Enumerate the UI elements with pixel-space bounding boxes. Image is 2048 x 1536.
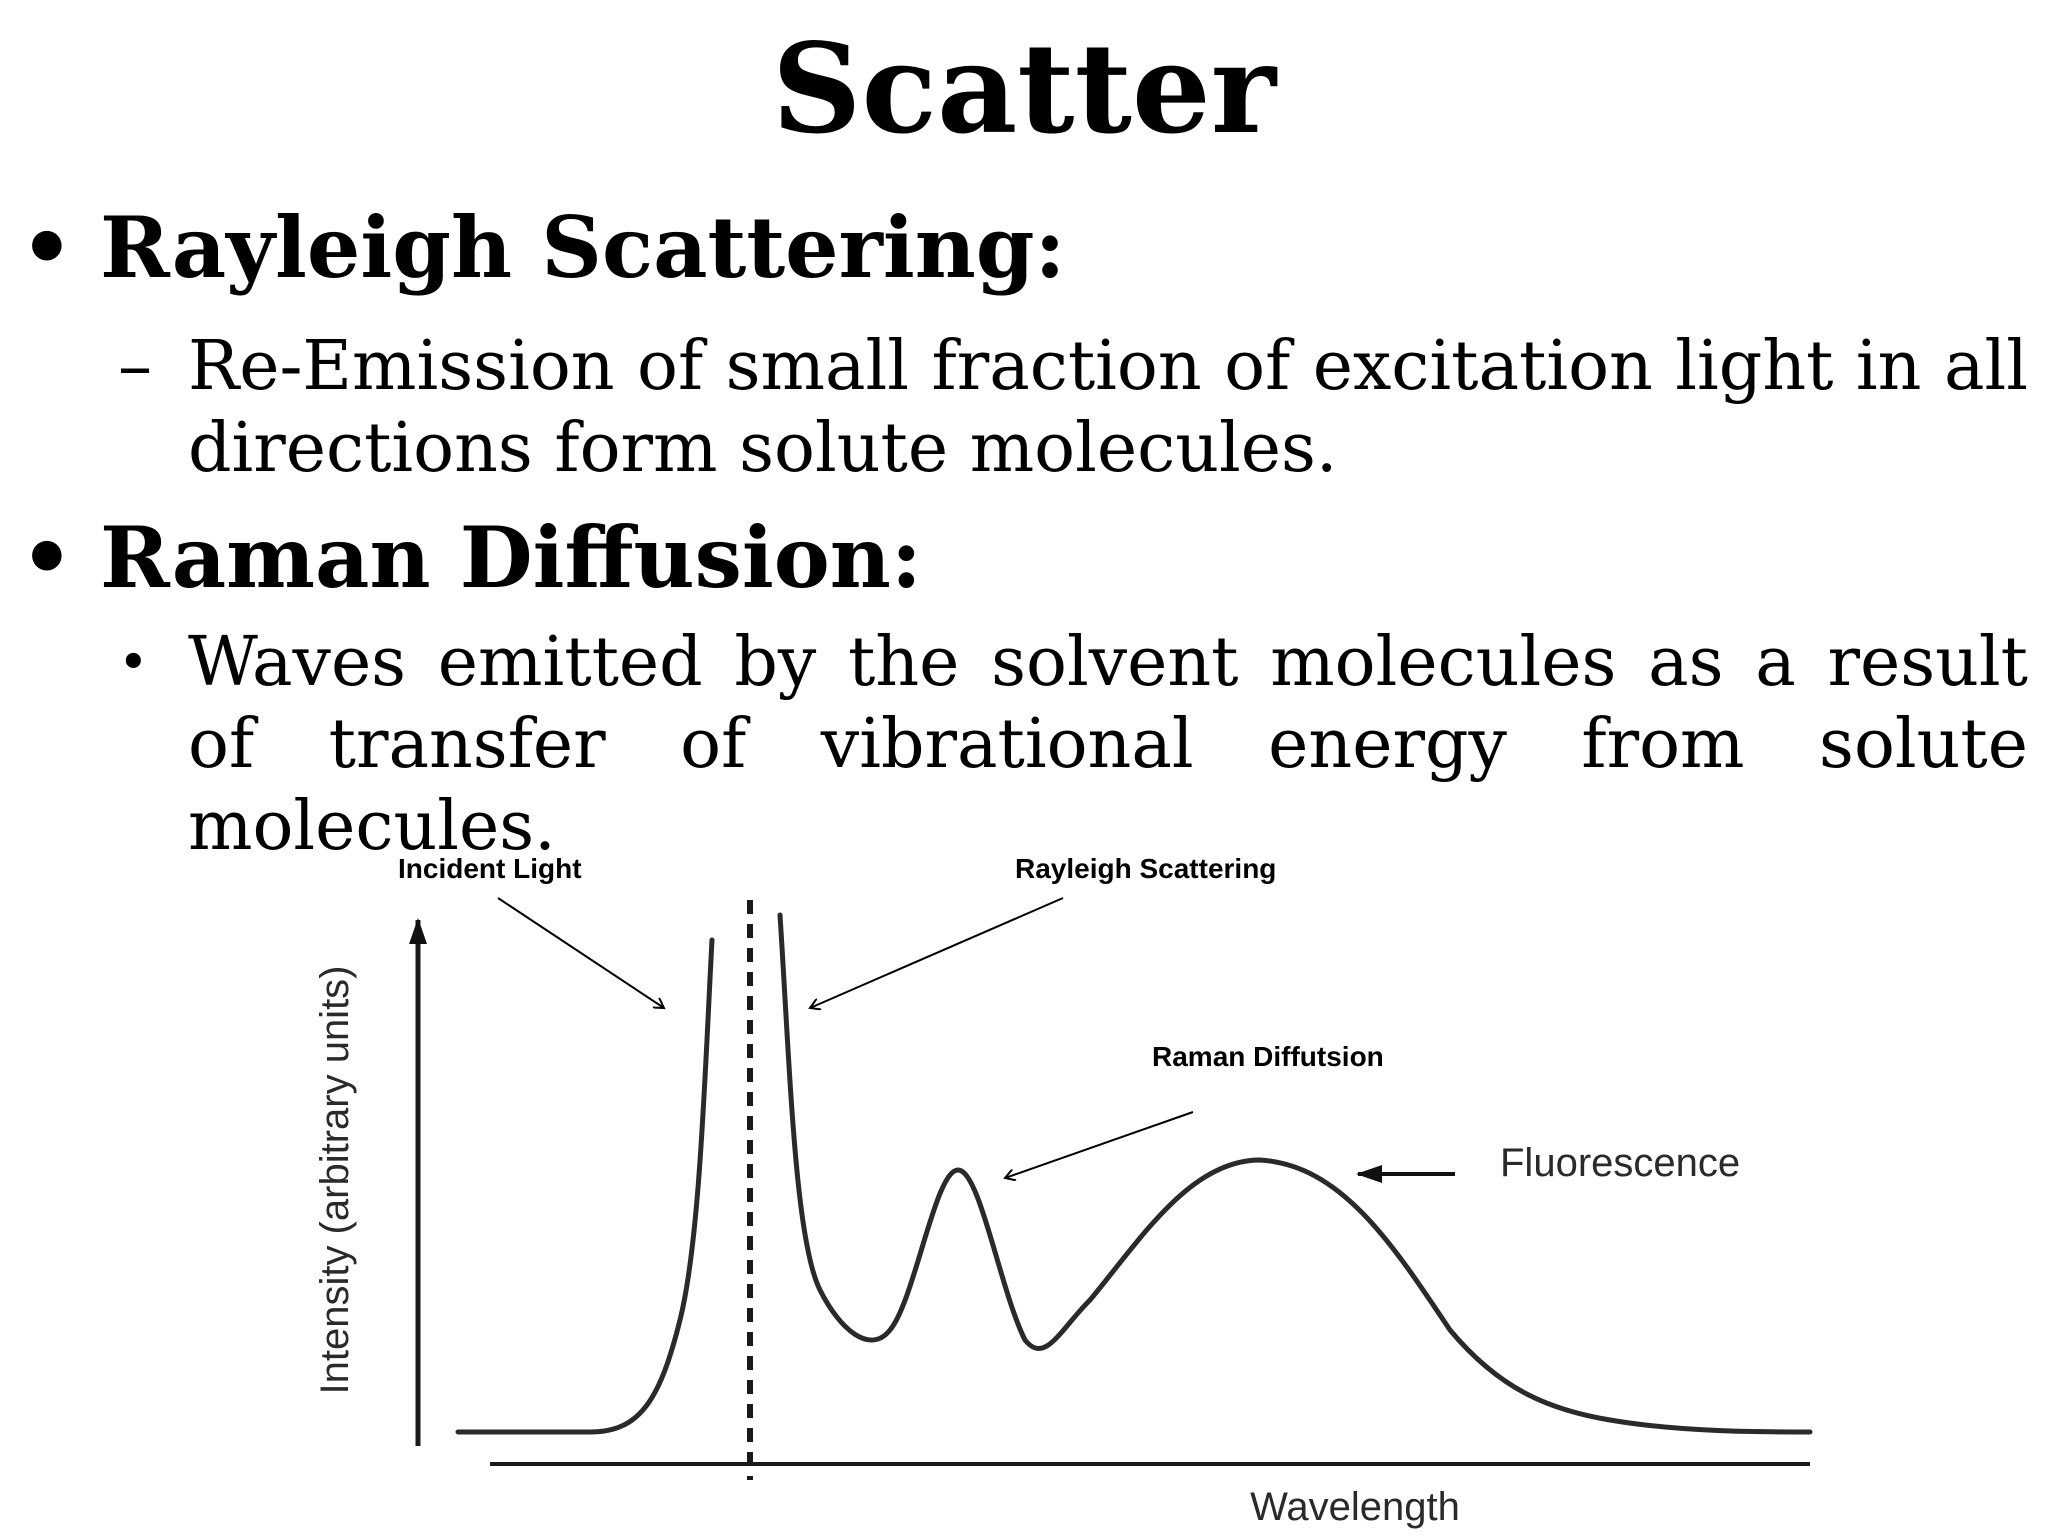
slide-title: Scatter bbox=[771, 17, 1277, 162]
bullet-raman-heading: • Raman Diffusion: bbox=[20, 508, 922, 608]
scatter-spectrum-diagram: Intensity (arbitrary units) Wavelength I… bbox=[313, 853, 1813, 1529]
raman-description-text: Waves emitted by the solvent molecules a… bbox=[188, 623, 2028, 866]
y-axis-label: Intensity (arbitrary units) bbox=[313, 965, 357, 1394]
bullet-rayleigh-heading: • Rayleigh Scattering: bbox=[20, 198, 1066, 298]
bullet-marker: • bbox=[20, 508, 74, 607]
dash-marker: – bbox=[118, 327, 152, 406]
incident-light-arrow bbox=[497, 897, 664, 1008]
raman-diffusion-label: Raman Diffutsion bbox=[1152, 1041, 1384, 1072]
raman-heading-text: Raman Diffusion: bbox=[100, 508, 922, 607]
rayleigh-heading-text: Rayleigh Scattering: bbox=[100, 198, 1066, 297]
fluorescence-label: Fluorescence bbox=[1500, 1141, 1740, 1185]
rayleigh-description-text: Re-Emission of small fraction of excitat… bbox=[188, 327, 2028, 488]
incident-light-label: Incident Light bbox=[398, 853, 582, 884]
rayleigh-scattering-arrow bbox=[810, 897, 1064, 1008]
bullet-marker: • bbox=[20, 198, 74, 297]
rayleigh-description: – Re-Emission of small fraction of excit… bbox=[118, 326, 2028, 490]
raman-diffusion-arrow bbox=[1005, 1111, 1194, 1178]
raman-description: • Waves emitted by the solvent molecules… bbox=[118, 622, 2028, 868]
x-axis-label: Wavelength bbox=[1250, 1485, 1460, 1529]
sub-bullet-marker: • bbox=[118, 633, 149, 693]
spectrum-curve bbox=[455, 912, 1813, 1435]
rayleigh-scattering-label: Rayleigh Scattering bbox=[1015, 853, 1276, 884]
